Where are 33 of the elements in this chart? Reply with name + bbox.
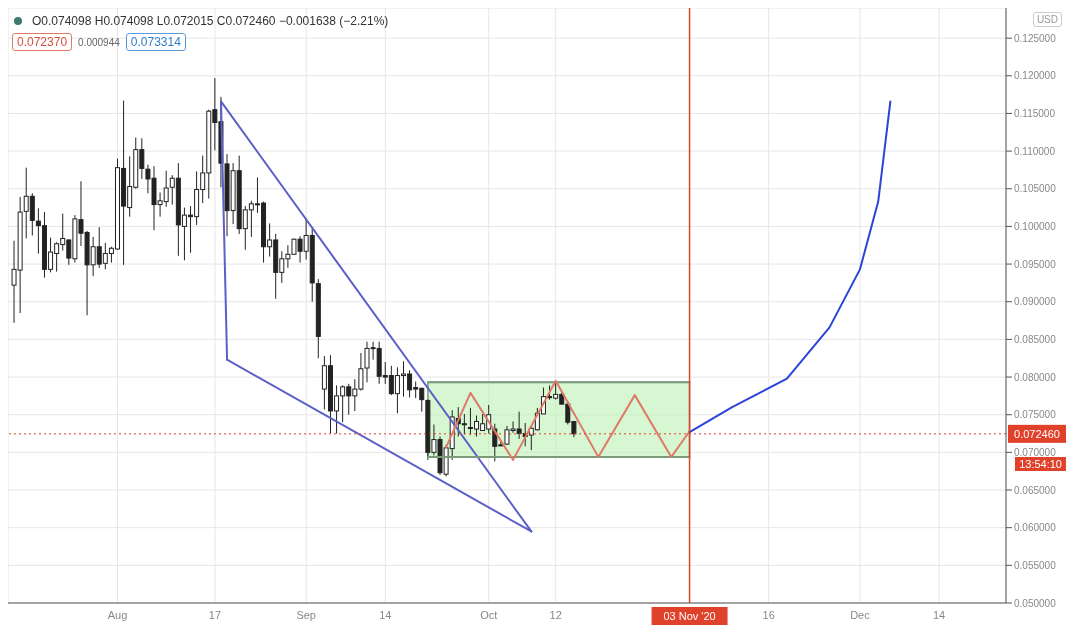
y-tick-label: 0.095000 [1014, 258, 1057, 270]
x-tick-label: 14 [932, 608, 946, 621]
y-tick-label: 0.110000 [1014, 145, 1056, 157]
ref-line-label: 03 Nov '20 [663, 610, 716, 622]
y-tick-label: 0.060000 [1014, 522, 1057, 534]
x-tick-label: Aug [107, 608, 128, 621]
y-tick-label: 0.055000 [1014, 559, 1057, 571]
x-tick-label: Dec [850, 608, 871, 621]
y-tick-label: 0.120000 [1014, 70, 1057, 82]
y-tick-label: 0.075000 [1014, 409, 1057, 421]
y-tick-label: 0.085000 [1014, 333, 1057, 345]
x-tick-label: Oct [480, 608, 498, 621]
y-tick-label: 0.090000 [1014, 296, 1057, 308]
annotation: 0.072370 [12, 33, 73, 51]
text: USD [1032, 12, 1062, 27]
annotation: 0.000944 [78, 36, 120, 48]
x-tick-label: 17 [208, 608, 222, 621]
annotation: 0.073314 [125, 33, 186, 51]
y-tick-label: 0.125000 [1014, 32, 1057, 44]
y-tick-label: 0.065000 [1014, 484, 1057, 496]
y-tick-label: 0.100000 [1014, 220, 1057, 232]
y-tick-label: 0.070000 [1014, 446, 1057, 458]
y-tick-label: 0.115000 [1014, 107, 1056, 119]
y-tick-label: 0.105000 [1014, 183, 1057, 195]
x-tick-label: 16 [762, 608, 775, 621]
x-tick-label: 12 [549, 608, 562, 621]
text: 13:54:10 [1015, 457, 1066, 471]
y-tick-label: 0.080000 [1014, 371, 1057, 383]
ref-line-label: 0.072460 [1014, 427, 1060, 440]
y-tick-label: 0.050000 [1014, 597, 1057, 609]
x-tick-label: Sep [296, 608, 316, 621]
annotation: O0.074098 H0.074098 L0.072015 C0.072460 −0.001638 (−2.21%) [32, 14, 389, 28]
x-tick-label: 14 [379, 608, 392, 621]
